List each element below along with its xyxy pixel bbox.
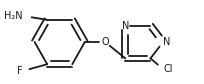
Text: N: N xyxy=(121,21,129,31)
Text: N: N xyxy=(162,37,170,47)
Text: F: F xyxy=(17,66,23,76)
Text: Cl: Cl xyxy=(162,64,172,74)
Text: H₂N: H₂N xyxy=(4,11,23,21)
Text: O: O xyxy=(101,37,108,47)
